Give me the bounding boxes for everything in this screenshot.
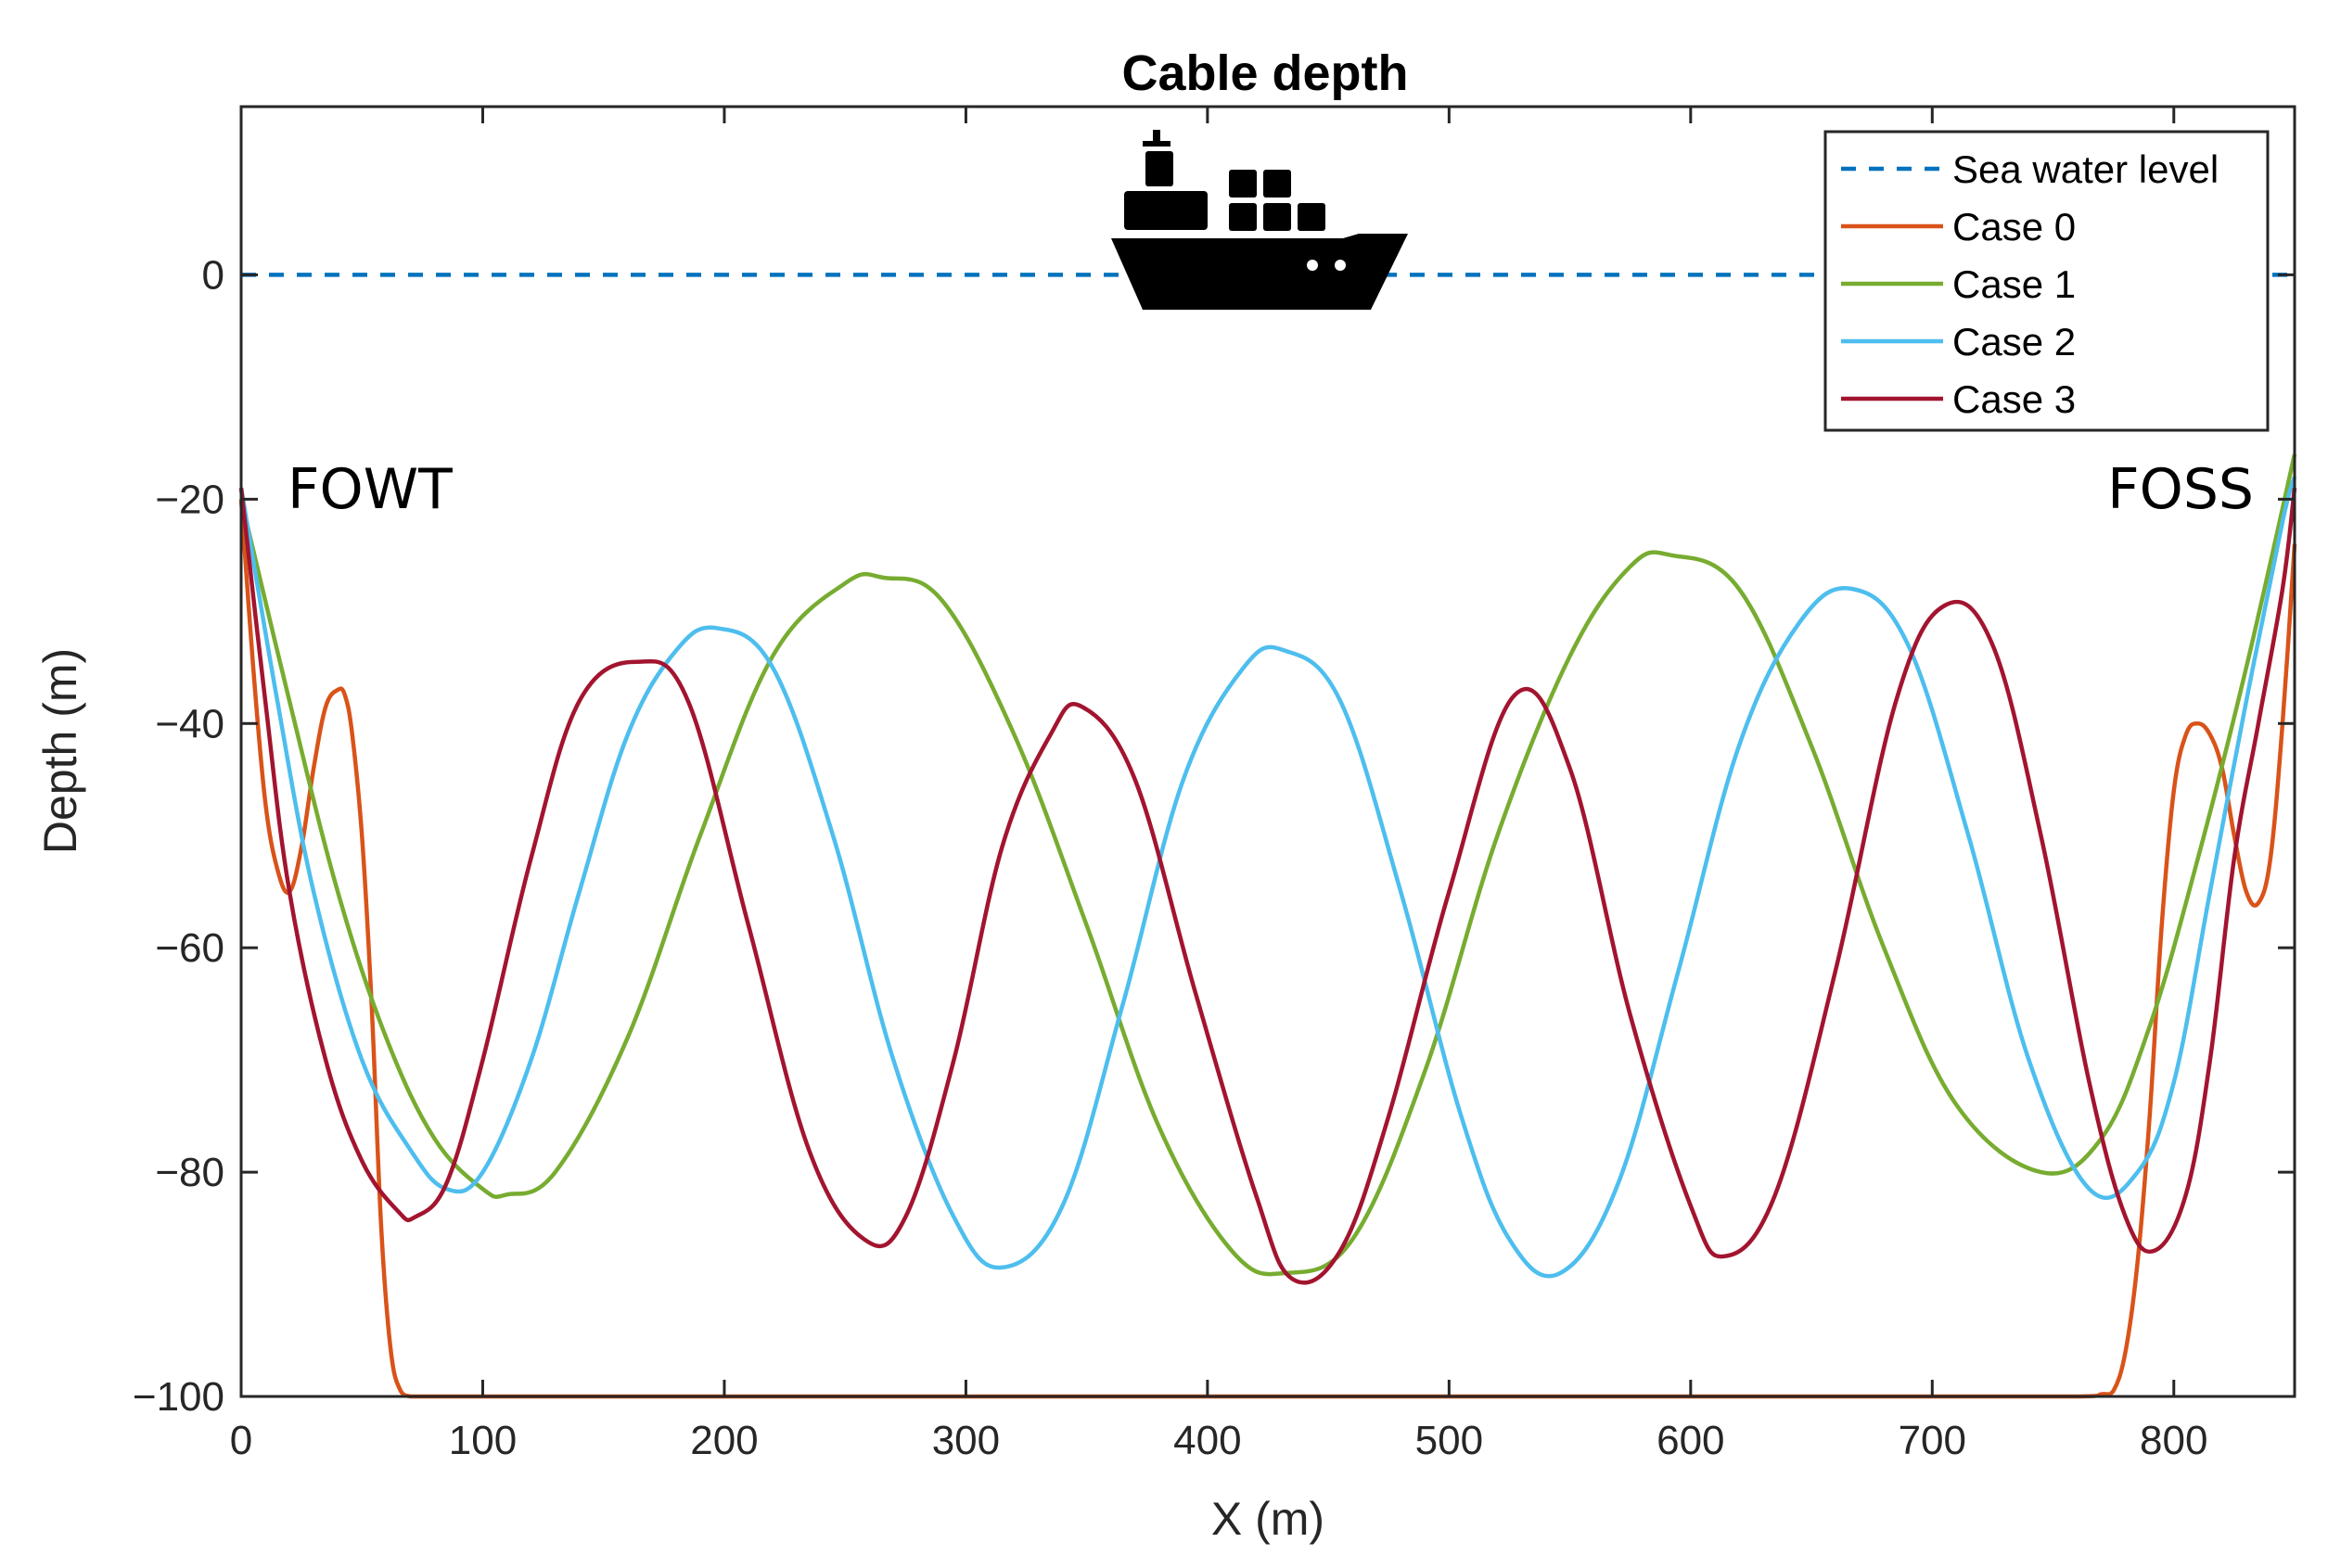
legend-label: Sea water level [1952, 147, 2219, 191]
x-tick-label: 100 [449, 1418, 517, 1463]
ship-icon [1111, 130, 1408, 310]
x-tick-label: 400 [1173, 1418, 1241, 1463]
legend-box [1823, 130, 2270, 432]
x-tick-label: 300 [932, 1418, 1000, 1463]
legend-label: Case 1 [1952, 262, 2076, 306]
foss-label: FOSS [2107, 457, 2254, 522]
legend-label: Case 2 [1952, 320, 2076, 363]
series-line-case-3 [238, 487, 2297, 1285]
y-tick-label: −100 [133, 1374, 224, 1420]
x-tick-label: 700 [1899, 1418, 1966, 1463]
y-tick-label: 0 [202, 252, 224, 298]
x-tick-label: 0 [230, 1418, 252, 1463]
legend-label: Case 0 [1952, 205, 2076, 249]
x-tick-label: 600 [1656, 1418, 1724, 1463]
chart-title: Cable depth [1121, 45, 1408, 101]
fowt-label: FOWT [288, 457, 453, 522]
legend-label: Case 3 [1952, 377, 2076, 421]
y-tick-label: −80 [155, 1150, 224, 1195]
series-line-case-2 [238, 476, 2297, 1279]
plot-frame [239, 105, 2296, 1398]
x-axis-label: X (m) [1211, 1493, 1324, 1545]
x-tick-label: 800 [2140, 1418, 2207, 1463]
y-tick-label: −20 [155, 477, 224, 522]
ticks-layer: 0 100 200 300 400 500 600 700 800 0 −20 −40 −60 −80 −1… [133, 107, 2295, 1463]
y-tick-label: −60 [155, 925, 224, 971]
y-axis-label: Depth (m) [34, 648, 86, 854]
x-tick-label: 500 [1415, 1418, 1483, 1463]
legend: Sea water level Case 0 Case 1 Case 2 Case 3 [1823, 130, 2270, 432]
series-line-case-1 [238, 453, 2297, 1277]
x-tick-label: 200 [690, 1418, 758, 1463]
y-tick-label: −40 [155, 701, 224, 746]
legend-entries: Sea water level Case 0 Case 1 Case 2 Case 3 [1841, 147, 2219, 421]
